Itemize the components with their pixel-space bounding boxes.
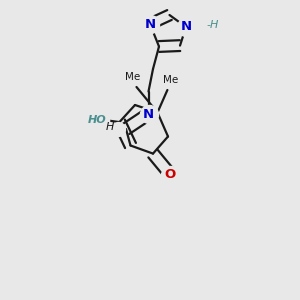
Text: N: N xyxy=(180,20,192,34)
Text: N: N xyxy=(144,17,156,31)
Text: -H: -H xyxy=(206,20,219,31)
Text: Me: Me xyxy=(125,72,140,82)
Text: N: N xyxy=(143,107,154,121)
Text: H: H xyxy=(105,122,114,132)
Text: HO: HO xyxy=(88,115,106,125)
Text: O: O xyxy=(165,168,176,181)
Text: Me: Me xyxy=(164,75,178,85)
